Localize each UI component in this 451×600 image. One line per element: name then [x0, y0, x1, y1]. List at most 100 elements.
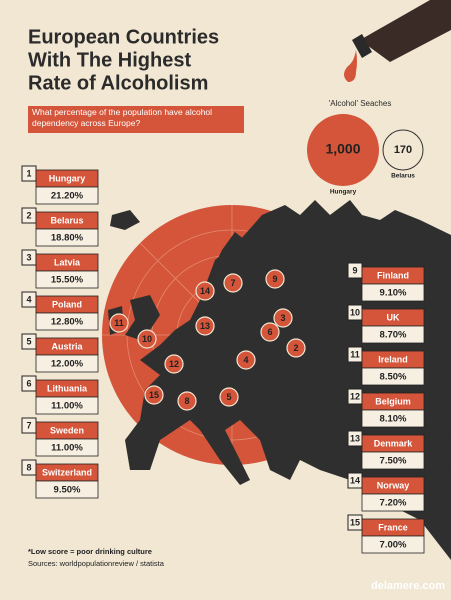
value-box [35, 186, 99, 205]
title-line: With The Highest [28, 49, 191, 71]
map-marker-number: 3 [280, 313, 285, 323]
country-name: Denmark [374, 438, 414, 448]
map-marker-number: 6 [267, 327, 272, 337]
searches-title: 'Alcohol' Seaches [329, 99, 392, 108]
map-marker [137, 329, 157, 349]
rank-number: 15 [350, 517, 360, 527]
rank-value: 9.50% [54, 485, 81, 496]
question-wrap: What percentage of the population have a… [32, 107, 213, 128]
rank-value: 11.00% [51, 443, 83, 454]
map-marker-number: 15 [149, 390, 159, 400]
map-marker-number: 14 [200, 286, 210, 296]
search-value: 1,000 [325, 141, 360, 157]
value-box [361, 535, 425, 554]
rank-number: 1 [26, 168, 31, 178]
map-marker [195, 316, 215, 336]
rank-number: 14 [350, 475, 360, 485]
rank-number: 8 [26, 462, 31, 472]
rank-value: 18.80% [51, 233, 84, 244]
rank-number: 12 [350, 391, 360, 401]
country-name: Finland [377, 270, 409, 280]
belarus-bubble [382, 129, 424, 171]
map-marker-number: 8 [184, 396, 189, 406]
map-marker-number: 12 [169, 359, 179, 369]
hungary-bubble [307, 114, 379, 186]
rank-value: 21.20% [51, 191, 84, 202]
country-name: Belarus [50, 215, 83, 225]
value-box [35, 228, 99, 247]
rank-number: 4 [26, 294, 31, 304]
rank-value: 12.80% [51, 317, 84, 328]
map-marker [260, 322, 280, 342]
search-label: Hungary [330, 189, 357, 196]
map-marker [195, 281, 215, 301]
rank-value: 7.00% [380, 540, 407, 551]
search-label: Belarus [391, 173, 415, 180]
country-name: Latvia [54, 257, 81, 267]
country-name: Norway [377, 480, 410, 490]
title-line: European Countries [28, 26, 219, 48]
country-name: Belgium [375, 396, 411, 406]
map-marker-number: 7 [230, 278, 235, 288]
question-box [28, 106, 244, 133]
rank-value: 9.10% [380, 288, 407, 299]
value-box [361, 409, 425, 428]
map-marker [177, 391, 197, 411]
rank-value: 15.50% [51, 275, 84, 286]
value-box [35, 354, 99, 373]
country-name: Poland [52, 299, 82, 309]
map-markers: 2 3 4 5 6 7 8 9 10 11 12 13 14 15 [109, 269, 306, 411]
question: What percentage of the population have a… [32, 107, 213, 128]
map-marker-number: 4 [243, 355, 248, 365]
rank-value: 12.00% [51, 359, 84, 370]
map-marker [286, 338, 306, 358]
rank-number: 7 [26, 420, 31, 430]
value-box [361, 493, 425, 512]
map-marker-number: 9 [272, 274, 277, 284]
rank-number: 5 [26, 336, 31, 346]
rank-number: 13 [350, 433, 360, 443]
rank-value: 8.10% [380, 414, 407, 425]
rank-number: 2 [26, 210, 31, 220]
value-box [361, 283, 425, 302]
map-marker [273, 308, 293, 328]
map-marker [223, 273, 243, 293]
rank-number: 11 [350, 349, 360, 359]
country-name: France [378, 522, 408, 532]
map-marker [144, 385, 164, 405]
rank-number: 9 [352, 265, 357, 275]
value-box [361, 451, 425, 470]
watermark: delamere.com [371, 580, 445, 592]
rank-value: 8.50% [380, 372, 407, 383]
sources: Sources: worldpopulationreview / statist… [28, 559, 165, 568]
map-marker-number: 10 [142, 334, 152, 344]
search-bubbles [307, 114, 424, 186]
value-box [35, 270, 99, 289]
search-value: 170 [394, 144, 412, 156]
map-marker [265, 269, 285, 289]
country-name: Hungary [49, 173, 86, 183]
value-box [361, 325, 425, 344]
rank-value: 7.50% [380, 456, 407, 467]
map-marker-number: 13 [200, 321, 210, 331]
country-name: UK [387, 312, 400, 322]
rank-number: 3 [26, 252, 31, 262]
map-marker [109, 313, 129, 333]
rank-value: 8.70% [380, 330, 407, 341]
map-marker-number: 11 [114, 318, 124, 328]
rank-number: 6 [26, 378, 31, 388]
value-box [35, 396, 99, 415]
bottle [344, 0, 451, 82]
value-box [35, 312, 99, 331]
map-marker-number: 2 [293, 343, 298, 353]
map-marker-number: 5 [226, 392, 231, 402]
country-name: Switzerland [42, 467, 92, 477]
map-marker [236, 350, 256, 370]
country-name: Lithuania [47, 383, 88, 393]
value-box [35, 438, 99, 457]
value-box [35, 480, 99, 499]
title-line: Rate of Alcoholism [28, 72, 208, 94]
country-name: Sweden [50, 425, 84, 435]
rank-value: 11.00% [51, 401, 83, 412]
